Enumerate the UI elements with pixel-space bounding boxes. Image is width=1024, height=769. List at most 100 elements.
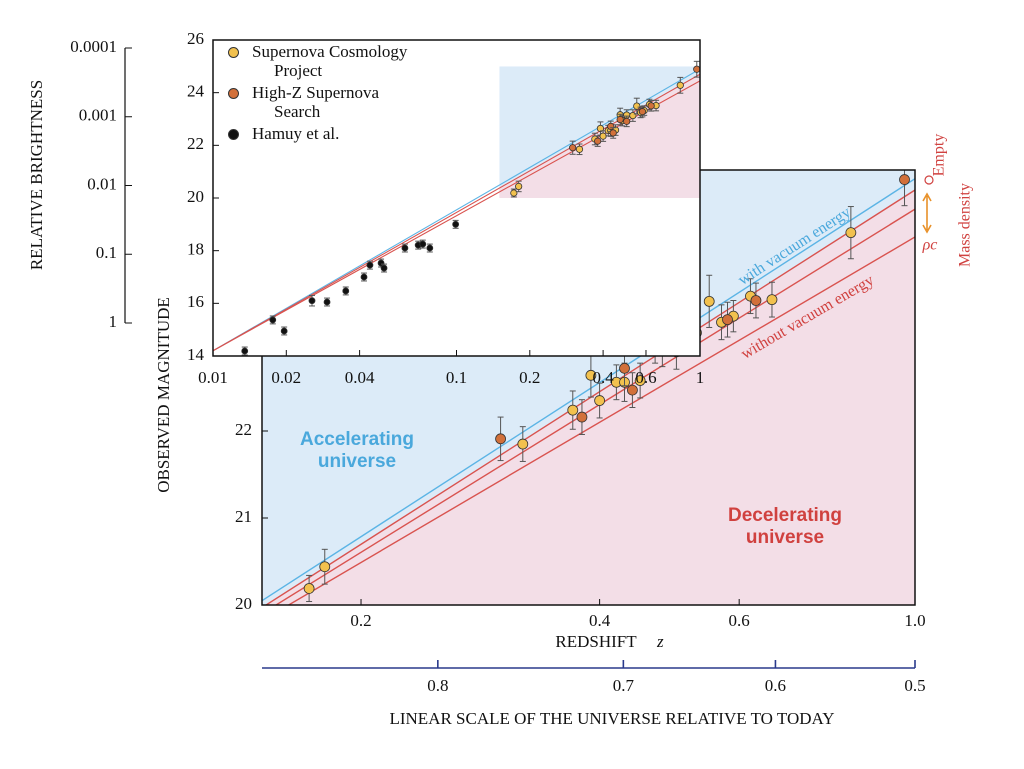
data-point [585,369,597,381]
inset-plot [213,60,700,356]
data-point [241,347,249,355]
x-tick-label: 0.04 [345,368,375,387]
region-label: universe [318,451,396,472]
data-point [575,145,584,153]
legend-marker [228,47,239,58]
data-point [703,295,715,307]
scale-tick-label: 0.7 [613,676,635,695]
scale-axis-label: LINEAR SCALE OF THE UNIVERSE RELATIVE TO… [389,709,834,728]
x-tick-label: 0.6 [729,611,750,630]
legend-item: Supernova Cosmology Project [228,42,428,80]
scale-tick-label: 0.5 [904,676,925,695]
data-point [569,144,577,152]
data-point [609,129,617,137]
data-point [510,189,518,197]
region-label: Decelerating [728,505,842,526]
data-point [495,433,506,445]
y2-tick-label: 0.01 [87,174,117,193]
data-point [722,314,733,326]
model-line [213,80,700,352]
x-tick-label: 1 [696,368,705,387]
data-point [899,174,910,185]
y-tick-label: 20 [235,594,252,613]
data-point [596,124,605,133]
data-point [308,297,316,305]
arrow [922,192,932,234]
data-point [323,298,331,306]
y-tick-label: 22 [235,420,252,439]
line-label: Mass density [957,183,974,267]
legend-label: High-Z Supernova Search [252,83,380,121]
model-line [264,189,915,605]
data-point [280,327,288,335]
data-point [517,438,529,450]
y2-tick-label: 0.0001 [70,37,117,56]
x-axis-label: REDSHIFT [555,632,637,651]
data-point [426,244,434,252]
line-label: Empty [931,134,948,177]
model-line [262,178,915,602]
line-label: ρc [922,237,938,254]
y-tick-label: 16 [187,292,204,311]
data-point [619,362,630,374]
data-point [594,137,602,145]
data-point [627,384,638,396]
data-point [515,182,523,191]
scale-tick-label: 0.8 [427,676,448,695]
x-tick-label: 1.0 [904,611,925,630]
y-axis-label: OBSERVED MAGNITUDE [154,297,173,493]
y-tick-label: 18 [187,240,204,259]
y-tick-label: 24 [187,82,205,101]
x-tick-label: 0.4 [592,368,614,387]
legend-item: Hamuy et al. [228,124,428,143]
y-tick-label: 14 [187,345,205,364]
y-tick-label: 26 [187,29,204,48]
data-point [647,102,655,110]
y-tick-label: 22 [187,134,204,153]
legend-label: Hamuy et al. [252,124,340,143]
y-tick-label: 21 [235,507,252,526]
data-point [634,375,646,386]
data-point [623,117,631,125]
x-tick-label: 0.02 [271,368,301,387]
data-point [629,111,637,120]
x-tick-label: 0.01 [198,368,228,387]
data-point [342,287,350,295]
data-point [319,561,331,573]
legend-marker [228,88,239,99]
empty-marker [924,175,934,185]
data-point [366,261,374,269]
x-tick-label: 0.1 [446,368,467,387]
legend: Supernova Cosmology Project High-Z Supern… [228,42,428,146]
x-tick-label: 0.6 [635,368,656,387]
data-point [401,244,409,252]
data-point [638,108,646,116]
data-point [676,81,684,89]
x-tick-label: 0.2 [519,368,540,387]
region-label: universe [746,527,824,548]
x-tick-label: 0.2 [350,611,371,630]
data-point [380,264,388,272]
y2-axis-label: RELATIVE BRIGHTNESS [27,80,46,270]
region-label: Accelerating [300,429,414,450]
legend-item: High-Z Supernova Search [228,83,428,121]
region-decelerating [262,190,915,605]
y-tick-label: 20 [187,187,204,206]
data-point [616,115,624,124]
data-point [360,273,368,281]
model-line [274,208,915,605]
data-point [750,295,762,306]
data-point [269,316,277,324]
data-point [303,583,315,594]
data-point [567,404,579,416]
x-axis-label: z [656,632,664,651]
data-point [576,411,588,423]
data-point [594,395,606,406]
scale-tick-label: 0.6 [765,676,786,695]
legend-marker [228,129,239,140]
model-line [287,236,915,605]
y2-tick-label: 0.1 [96,243,117,262]
data-point [693,65,700,73]
